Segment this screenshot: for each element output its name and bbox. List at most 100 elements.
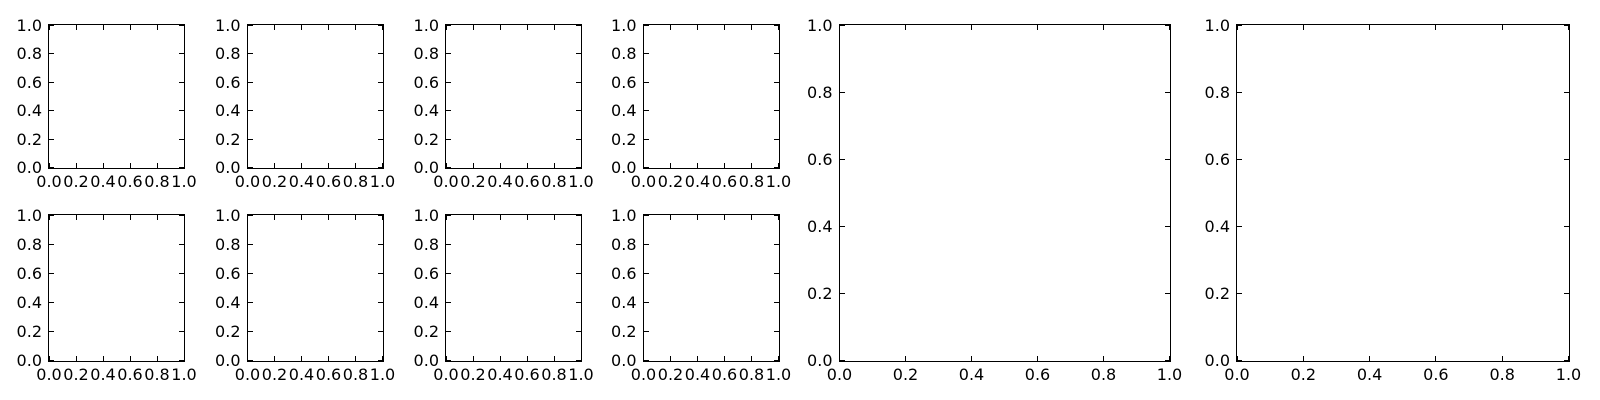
axes-small-r2c4 bbox=[642, 214, 780, 362]
y-tick-mark bbox=[576, 360, 581, 361]
y-tick-label: 0.6 bbox=[16, 72, 42, 92]
x-tick-mark bbox=[1568, 355, 1569, 361]
x-tick-mark bbox=[1037, 25, 1038, 30]
y-tick-mark bbox=[49, 330, 54, 332]
x-tick-label: 0.0 bbox=[1224, 365, 1250, 384]
y-tick-mark bbox=[179, 53, 184, 54]
y-tick-mark bbox=[1164, 360, 1170, 361]
y-tick-label: 0.4 bbox=[215, 292, 241, 312]
y-tick-label: 0.4 bbox=[611, 292, 637, 312]
x-tick-label: 0.4 bbox=[288, 365, 315, 384]
x-tick-mark bbox=[382, 25, 383, 30]
y-tick-mark bbox=[576, 110, 581, 111]
x-tick-label: 0.4 bbox=[684, 365, 711, 384]
y-tick-label: 0.2 bbox=[611, 321, 637, 341]
x-tick-label: 0.4 bbox=[90, 365, 116, 384]
y-tick-mark bbox=[643, 110, 649, 111]
x-tick-mark bbox=[1103, 25, 1104, 30]
x-tick-mark bbox=[751, 25, 752, 30]
x-tick-mark bbox=[102, 215, 104, 220]
y-tick-label: 0.6 bbox=[1204, 149, 1230, 169]
y-tick-label: 0.8 bbox=[16, 234, 42, 254]
y-tick-mark bbox=[49, 360, 54, 361]
y-tick-mark bbox=[49, 138, 54, 140]
y-tick-mark bbox=[49, 214, 54, 216]
y-tick-mark bbox=[179, 360, 184, 361]
x-tick-label: 1.0 bbox=[765, 365, 792, 384]
x-tick-label: 1.0 bbox=[1555, 365, 1582, 384]
x-tick-label: 0.6 bbox=[1423, 365, 1449, 384]
y-tick-mark bbox=[446, 53, 451, 54]
x-tick-label: 0.6 bbox=[315, 172, 342, 191]
y-tick-mark bbox=[643, 360, 649, 361]
x-tick-mark bbox=[839, 25, 840, 30]
y-tick-mark bbox=[446, 272, 451, 274]
y-tick-mark bbox=[643, 53, 649, 54]
x-tick-label: 1.0 bbox=[1156, 365, 1183, 384]
x-tick-label: 0.4 bbox=[1356, 365, 1383, 384]
y-tick-label: 0.8 bbox=[413, 44, 439, 63]
x-tick-mark bbox=[580, 215, 582, 220]
y-tick-label: 1.0 bbox=[611, 205, 637, 225]
y-tick-label: 0.4 bbox=[16, 292, 42, 312]
y-tick-mark bbox=[179, 301, 184, 303]
x-tick-mark bbox=[445, 215, 447, 220]
x-tick-label: 0.8 bbox=[738, 172, 765, 191]
y-tick-mark bbox=[643, 214, 649, 216]
y-tick-mark bbox=[643, 167, 649, 168]
y-tick-label: 0.2 bbox=[413, 321, 439, 341]
y-tick-mark bbox=[446, 243, 451, 245]
x-tick-mark bbox=[445, 25, 447, 30]
y-tick-mark bbox=[247, 24, 253, 26]
y-tick-mark bbox=[179, 243, 184, 245]
y-tick-mark bbox=[247, 53, 253, 54]
axes-large-2 bbox=[1236, 24, 1570, 362]
x-tick-label: 0.0 bbox=[433, 365, 459, 384]
x-tick-mark bbox=[526, 215, 528, 220]
y-tick-label: 0.0 bbox=[413, 158, 439, 177]
y-tick-mark bbox=[377, 214, 383, 216]
axes-large-1 bbox=[838, 24, 1171, 362]
x-tick-mark bbox=[499, 355, 501, 361]
y-tick-mark bbox=[1237, 158, 1242, 160]
y-tick-mark bbox=[773, 167, 779, 168]
x-tick-mark bbox=[643, 355, 644, 361]
x-tick-mark bbox=[75, 162, 77, 168]
x-tick-mark bbox=[247, 355, 248, 361]
x-tick-mark bbox=[247, 215, 248, 220]
x-tick-mark bbox=[751, 355, 752, 361]
y-tick-mark bbox=[377, 360, 383, 361]
x-tick-label: 0.6 bbox=[514, 172, 540, 191]
y-tick-mark bbox=[773, 214, 779, 216]
x-tick-mark bbox=[839, 355, 840, 361]
x-tick-label: 1.0 bbox=[568, 172, 594, 191]
y-tick-label: 0.8 bbox=[215, 44, 241, 63]
axes-small-r2c2 bbox=[246, 214, 384, 362]
y-tick-label: 0.4 bbox=[807, 216, 833, 236]
y-tick-mark bbox=[643, 301, 649, 303]
y-tick-mark bbox=[446, 360, 451, 361]
x-tick-mark bbox=[328, 355, 329, 361]
y-tick-mark bbox=[247, 272, 253, 274]
y-tick-mark bbox=[179, 81, 184, 83]
y-tick-label: 0.2 bbox=[16, 321, 42, 341]
x-tick-mark bbox=[129, 162, 131, 168]
x-tick-mark bbox=[499, 25, 501, 30]
x-tick-mark bbox=[1169, 355, 1170, 361]
x-tick-mark bbox=[499, 215, 501, 220]
x-tick-mark bbox=[75, 215, 77, 220]
y-tick-mark bbox=[773, 138, 779, 140]
y-tick-label: 0.2 bbox=[215, 129, 241, 149]
x-tick-mark bbox=[355, 25, 356, 30]
x-tick-label: 0.0 bbox=[630, 365, 657, 384]
x-tick-mark bbox=[1369, 25, 1371, 30]
y-tick-mark bbox=[643, 272, 649, 274]
y-tick-mark bbox=[773, 272, 779, 274]
y-tick-mark bbox=[839, 225, 845, 227]
y-tick-mark bbox=[643, 138, 649, 140]
x-tick-mark bbox=[75, 355, 77, 361]
y-tick-mark bbox=[377, 330, 383, 332]
y-tick-mark bbox=[839, 91, 845, 93]
x-tick-mark bbox=[445, 355, 447, 361]
x-tick-mark bbox=[472, 355, 474, 361]
